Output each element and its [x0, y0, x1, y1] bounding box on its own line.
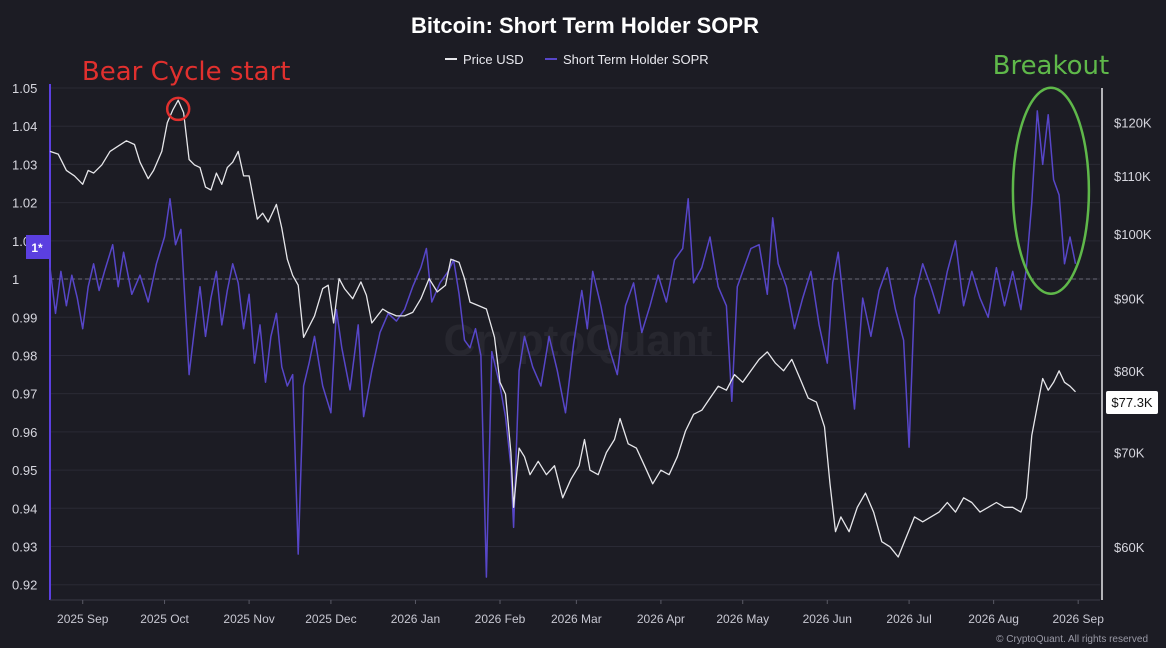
x-tick-label: 2025 Oct	[140, 612, 189, 626]
annotations: Bear Cycle start Breakout	[82, 51, 1110, 296]
left-tick-label: 1.04	[12, 119, 37, 134]
x-tick-label: 2026 Aug	[968, 612, 1019, 626]
left-tick-label: 0.92	[12, 578, 37, 593]
annotation-breakout-label: Breakout	[993, 51, 1110, 81]
left-tick-label: 0.95	[12, 463, 37, 478]
copyright: © CryptoQuant. All rights reserved	[996, 634, 1148, 645]
x-tick-label: 2026 Sep	[1052, 612, 1104, 626]
x-tick-label: 2025 Sep	[57, 612, 109, 626]
x-tick-label: 2026 Jan	[391, 612, 440, 626]
right-tick-label: $100K	[1114, 227, 1152, 242]
left-tick-label: 0.97	[12, 387, 37, 402]
reference-flag: 1*	[26, 235, 49, 259]
x-tick-label: 2026 Jul	[886, 612, 931, 626]
reference-flag-badge	[26, 235, 49, 259]
right-tick-label: $110K	[1114, 169, 1151, 184]
left-tick-label: 0.94	[12, 501, 37, 516]
x-axis: 2025 Sep 2025 Oct 2025 Nov 2025 Dec 2026 Jan…	[50, 599, 1104, 626]
legend-label-price: Price USD	[463, 52, 524, 67]
x-tick-label: 2026 May	[716, 612, 769, 626]
annotation-ellipse	[1011, 86, 1091, 296]
right-tick-label: $70K	[1114, 445, 1145, 460]
left-axis: 0.920.930.940.950.960.970.980.9911.011.0…	[12, 81, 51, 600]
watermark: CryptoQuant	[444, 316, 713, 365]
x-tick-label: 2025 Nov	[223, 612, 274, 626]
legend-item-sopr[interactable]: Short Term Holder SOPR	[545, 52, 709, 67]
gridlines	[50, 87, 1100, 586]
legend: Price USD Short Term Holder SOPR	[445, 52, 709, 67]
left-tick-label: 1.03	[12, 157, 37, 172]
right-tick-label: $80K	[1114, 364, 1145, 379]
legend-label-sopr: Short Term Holder SOPR	[563, 52, 709, 67]
left-tick-label: 1.05	[12, 81, 37, 96]
series-layer	[49, 99, 1077, 578]
right-tick-label: $120K	[1114, 116, 1152, 131]
last-price-tag-box	[1106, 391, 1158, 414]
x-tick-label: 2026 Apr	[637, 612, 685, 626]
annotation-circle	[165, 96, 191, 122]
last-price-tag: $77.3K	[1106, 391, 1158, 414]
x-tick-label: 2026 Jun	[803, 612, 852, 626]
chart-title: Bitcoin: Short Term Holder SOPR	[411, 13, 759, 38]
series-line-sopr	[49, 110, 1077, 578]
x-tick-label: 2025 Dec	[305, 612, 356, 626]
legend-item-price[interactable]: Price USD	[445, 52, 524, 67]
right-axis: $60K $70K $80K $90K $100K $110K $120K	[1101, 88, 1152, 600]
left-tick-label: 0.96	[12, 425, 37, 440]
right-tick-label: $90K	[1114, 292, 1145, 307]
last-price-tag-label: $77.3K	[1111, 395, 1153, 410]
left-tick-label: 1	[12, 272, 19, 287]
left-tick-label: 0.93	[12, 540, 37, 555]
right-tick-label: $60K	[1114, 540, 1145, 555]
annotation-bear-cycle-label: Bear Cycle start	[82, 57, 291, 87]
reference-flag-label: 1*	[31, 241, 43, 255]
left-tick-label: 0.99	[12, 310, 37, 325]
left-tick-label: 1.02	[12, 196, 37, 211]
left-tick-label: 0.98	[12, 348, 37, 363]
x-tick-label: 2026 Mar	[551, 612, 602, 626]
series-line-price	[49, 99, 1076, 558]
x-tick-label: 2026 Feb	[475, 612, 526, 626]
